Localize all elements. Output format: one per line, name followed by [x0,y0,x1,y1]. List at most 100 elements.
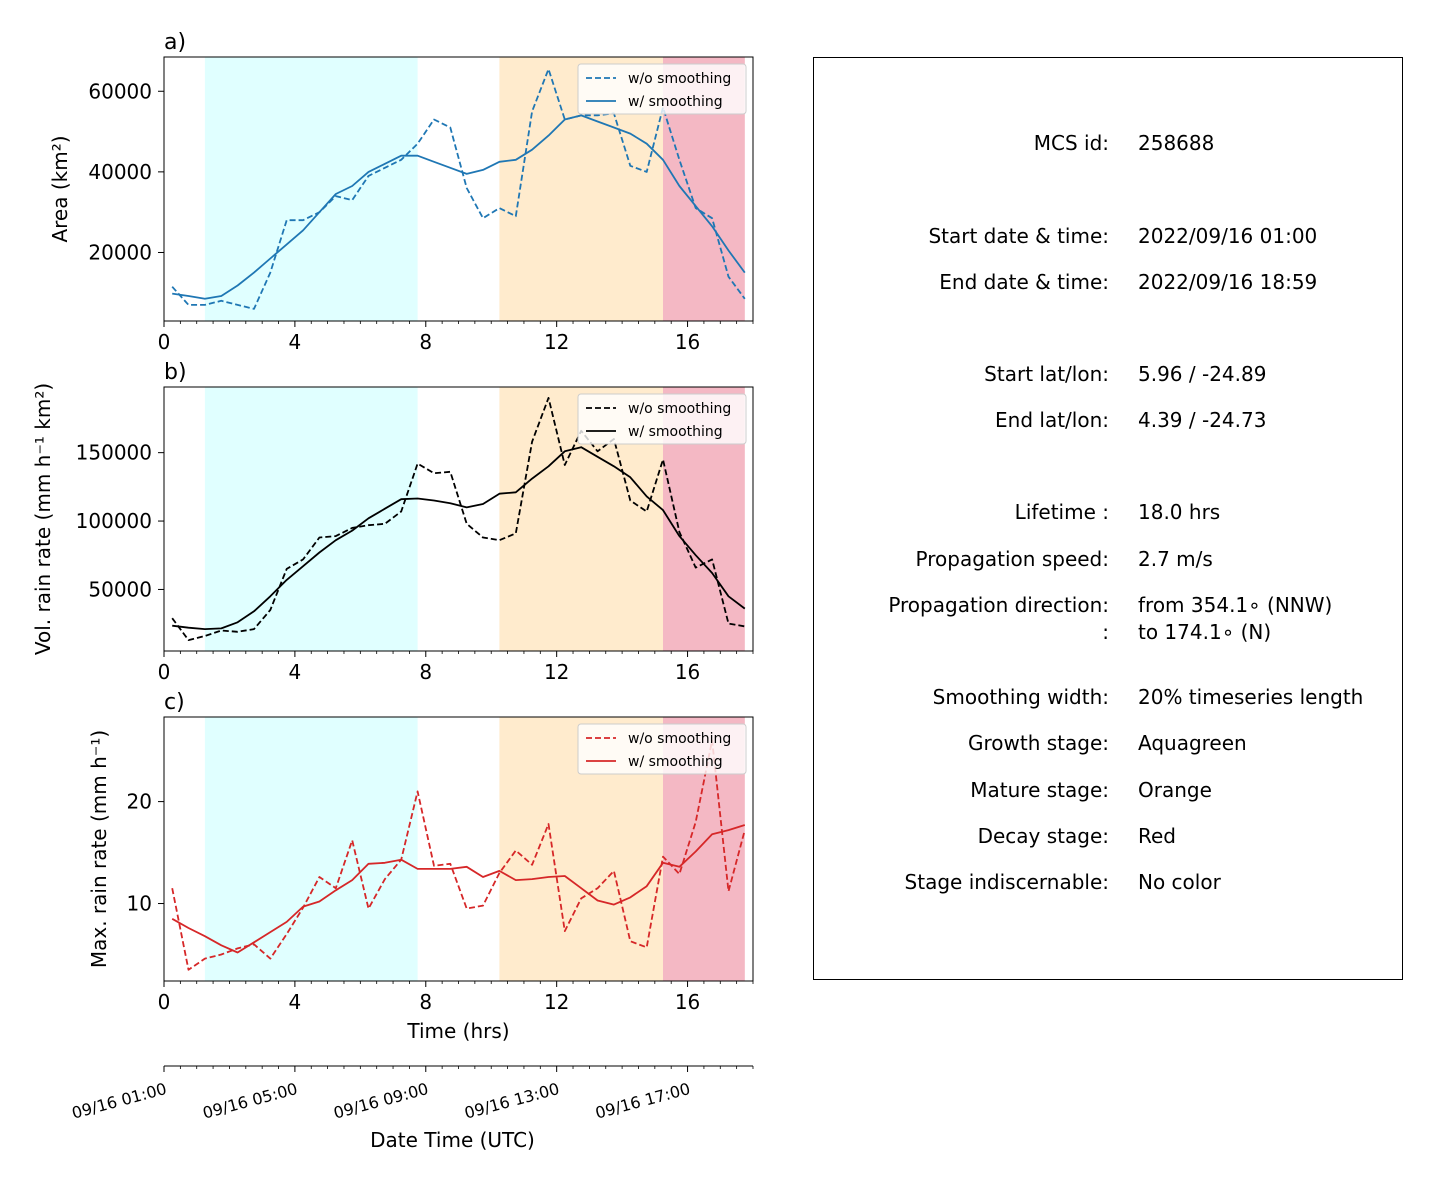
start-time-value: 2022/09/16 01:00 [1138,224,1318,248]
info-row-start-time: Start date & time: 2022/09/16 01:00 [814,224,1404,250]
mcs-id-value: 258688 [1138,131,1215,155]
end-latlon-label: End lat/lon: [995,408,1109,432]
info-row-growth: Growth stage: Aquagreen [814,731,1404,757]
speed-value: 2.7 m/s [1138,547,1213,571]
info-row-decay: Decay stage: Red [814,824,1404,850]
panel-b-x-tick-label: 4 [289,660,302,684]
growth-label: Growth stage: [967,731,1109,755]
panel-c-legend: w/o smoothing w/ smoothing [577,723,747,775]
mature-label: Mature stage: [970,778,1109,802]
decay-label: Decay stage: [977,824,1109,848]
panel-b-series-smoothed [172,446,746,630]
panel-a-y-tick-label: 60000 [88,79,152,103]
datetime-axis: 09/16 01:00 09/16 05:00 09/16 09:00 09/16 1… [70,1065,754,1152]
panel-c-x-tick-label: 12 [544,990,569,1014]
info-row-mcs-id: MCS id: 258688 [814,131,1404,157]
info-row-direction-to: : to 174.1∘ (N) [814,620,1404,646]
end-latlon-value: 4.39 / -24.73 [1138,408,1267,432]
datetime-tick-label: 09/16 01:00 [70,1079,169,1123]
info-row-end-latlon: End lat/lon: 4.39 / -24.73 [814,408,1404,434]
panel-b-x-tick-label: 12 [544,660,569,684]
info-row-end-time: End date & time: 2022/09/16 18:59 [814,270,1404,296]
start-time-label: Start date & time: [928,224,1109,248]
start-latlon-label: Start lat/lon: [984,362,1109,386]
info-row-lifetime: Lifetime : 18.0 hrs [814,500,1404,526]
panel-b-label: b) [164,360,187,385]
panel-b-legend-entry: w/ smoothing [628,424,723,440]
panel-b-legend-entry: w/o smoothing [628,401,731,417]
panel-c-y-tick-label: 20 [127,790,152,814]
panel-a-stage-band [204,57,418,321]
datetime-axis-label: Date Time (UTC) [370,1128,535,1152]
indiscernable-label: Stage indiscernable: [904,870,1109,894]
panel-b-x-tick-label: 8 [419,660,432,684]
panel-c-stage-band [204,717,418,981]
panel-a-y-tick-label: 20000 [88,240,152,264]
panel-a-x-tick-label: 0 [158,330,171,354]
panel-b-y-tick-label: 100000 [76,509,152,533]
panel-a-y-axis-label: Area (km²) [48,135,72,242]
info-row-direction: Propagation direction: from 354.1∘ (NNW) [814,593,1404,619]
panel-c-x-axis-label: Time (hrs) [406,1019,509,1043]
panel-b-y-axis-label: Vol. rain rate (mm h⁻¹ km²) [31,383,55,655]
panel-b-y-tick-label: 50000 [88,577,152,601]
datetime-tick-label: 09/16 05:00 [201,1079,300,1123]
panel-c-x-tick-label: 16 [675,990,700,1014]
indiscernable-value: No color [1138,870,1221,894]
panel-a-legend-entry: w/ smoothing [628,94,723,110]
panel-c-y-tick-label: 10 [127,892,152,916]
panel-a-label: a) [164,30,186,55]
datetime-tick-label: 09/16 13:00 [462,1079,561,1123]
direction-colon: : [1102,620,1109,644]
info-row-speed: Propagation speed: 2.7 m/s [814,547,1404,573]
speed-label: Propagation speed: [915,547,1109,571]
panel-a-legend-box [577,63,747,115]
end-time-label: End date & time: [939,270,1109,294]
mcs-figure: 0 4 8 12 16 20000 40000 60000 a) Area (km²) w/o sm… [31,30,754,1152]
panel-c: 0 4 8 12 16 10 20 c) Max. rain rate (mm h⁻¹) Time… [87,690,754,1043]
panel-c-series-raw [171,739,746,971]
panel-a-x-tick-label: 8 [419,330,432,354]
decay-value: Red [1138,824,1176,848]
panel-c-legend-entry: w/o smoothing [628,731,731,747]
mcs-id-label: MCS id: [1033,131,1109,155]
panel-c-series-smoothed [171,824,746,954]
direction-to-value: to 174.1∘ (N) [1138,620,1272,644]
start-latlon-value: 5.96 / -24.89 [1138,362,1267,386]
panel-b: 0 4 8 12 16 50000 100000 150000 b) Vol. rain rate… [31,360,754,684]
mcs-info-panel: MCS id: 258688 Start date & time: 2022/0… [813,57,1403,980]
panel-b-x-tick-label: 0 [158,660,171,684]
panel-a-series-smoothed [172,114,746,300]
panel-c-legend-box [577,723,747,775]
panel-a-y-tick-label: 40000 [88,160,152,184]
lifetime-label: Lifetime : [1014,500,1109,524]
info-row-smoothing: Smoothing width: 20% timeseries length [814,685,1404,711]
panel-c-y-axis-label: Max. rain rate (mm h⁻¹) [87,730,111,968]
panel-b-legend-box [577,393,747,445]
panel-a-x-tick-label: 16 [675,330,700,354]
panel-c-label: c) [164,690,185,715]
panel-c-x-tick-label: 0 [158,990,171,1014]
panel-c-legend-entry: w/ smoothing [628,754,723,770]
info-row-mature: Mature stage: Orange [814,778,1404,804]
panel-a-series-raw [171,68,746,310]
direction-from-value: from 354.1∘ (NNW) [1138,593,1333,617]
panel-b-y-tick-label: 150000 [76,441,152,465]
direction-label: Propagation direction: [888,593,1109,617]
panel-b-x-tick-label: 16 [675,660,700,684]
datetime-tick-label: 09/16 17:00 [593,1079,692,1123]
panel-a-x-tick-label: 4 [289,330,302,354]
end-time-value: 2022/09/16 18:59 [1138,270,1318,294]
panel-a-x-tick-label: 12 [544,330,569,354]
mature-value: Orange [1138,778,1212,802]
panel-b-legend: w/o smoothing w/ smoothing [577,393,747,445]
panel-c-x-tick-label: 8 [419,990,432,1014]
info-row-indiscernable: Stage indiscernable: No color [814,870,1404,896]
panel-b-stage-band [204,387,418,651]
lifetime-value: 18.0 hrs [1138,500,1221,524]
panel-a: 0 4 8 12 16 20000 40000 60000 a) Area (km²) w/o sm… [48,30,754,354]
info-row-start-latlon: Start lat/lon: 5.96 / -24.89 [814,362,1404,388]
smoothing-value: 20% timeseries length [1138,685,1364,709]
smoothing-label: Smoothing width: [932,685,1109,709]
panel-a-legend: w/o smoothing w/ smoothing [577,63,747,115]
